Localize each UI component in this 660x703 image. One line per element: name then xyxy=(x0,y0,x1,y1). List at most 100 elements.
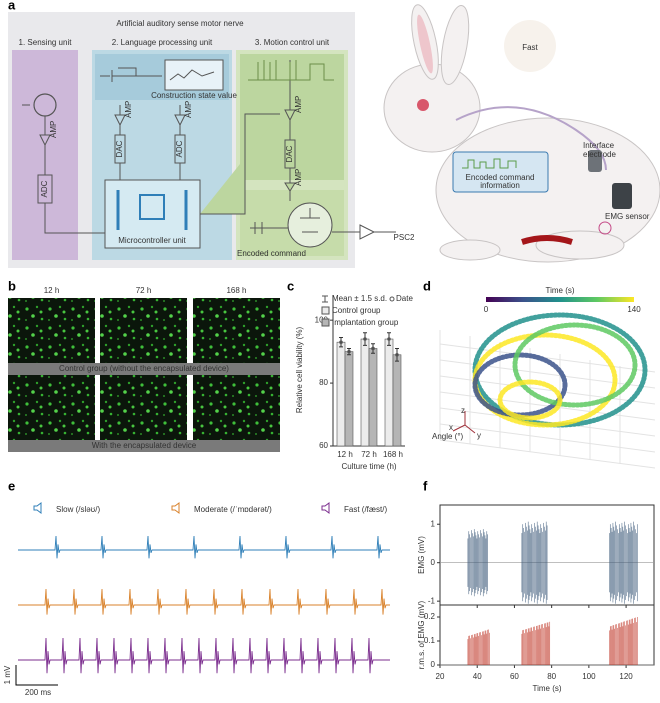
point-cloud xyxy=(512,322,638,408)
y-tick-label: 0.1 xyxy=(424,636,436,645)
x-tick-label: 40 xyxy=(473,672,482,681)
unit-title: 3. Motion control unit xyxy=(255,38,330,47)
row-band xyxy=(8,440,280,452)
waveform xyxy=(18,535,390,559)
fast-label: Fast xyxy=(522,43,538,52)
electrode-label: Interface xyxy=(583,141,615,150)
cell-image xyxy=(100,298,187,363)
axis-letter: z xyxy=(461,406,465,415)
scale-label: 1 mV xyxy=(3,665,12,684)
dac-label: DAC xyxy=(285,145,294,162)
y-label: Relative cell viability (%) xyxy=(295,327,304,414)
colorbar-tick: 140 xyxy=(627,305,641,314)
data-dot xyxy=(347,349,351,354)
word-label: Moderate (/ˈmɒdərət/) xyxy=(194,505,272,514)
time-label: 72 h xyxy=(136,286,152,295)
legend-text: Implantation group xyxy=(332,318,399,327)
waveform xyxy=(18,588,390,615)
z-label: Angle (°) xyxy=(432,432,464,441)
amp-label: AMP xyxy=(294,169,303,186)
bar xyxy=(360,338,370,447)
amp-label: AMP xyxy=(124,101,133,118)
processing-wiring xyxy=(114,105,186,180)
sensing-wiring xyxy=(22,104,105,234)
grid-3d xyxy=(439,423,656,453)
x-label: Culture time (h) xyxy=(341,462,396,471)
electrode-label: electrode xyxy=(583,150,616,159)
x-tick-label: 72 h xyxy=(361,450,377,459)
circuit xyxy=(100,67,215,82)
error-bar xyxy=(395,347,399,362)
cell-image xyxy=(8,375,95,440)
row-label: Control group (without the encapsulated … xyxy=(59,364,229,373)
cell-image xyxy=(193,298,280,363)
bar xyxy=(336,341,346,447)
y-label: EMG (mV) xyxy=(417,536,426,574)
speaker-icon xyxy=(321,502,330,514)
info-box xyxy=(452,151,549,193)
scatter-3d xyxy=(439,312,656,469)
bar xyxy=(392,354,402,447)
emg-burst xyxy=(609,617,638,665)
cell-images xyxy=(8,298,280,452)
data-dot xyxy=(371,346,375,351)
cell-image xyxy=(100,375,187,440)
mcu-arrows xyxy=(116,190,188,230)
cell-image xyxy=(8,298,95,363)
data-dot xyxy=(387,337,391,341)
legend-text: Mean ± 1.5 s.d. xyxy=(332,294,387,303)
mcu-label: Microcontroller unit xyxy=(118,236,186,245)
legend-text: Control group xyxy=(332,306,381,315)
y-tick-label: 1 xyxy=(431,519,436,528)
diagram-title: Artificial auditory sense motor nerve xyxy=(116,19,244,28)
y-tick-label: 80 xyxy=(319,378,328,387)
time-label: 168 h xyxy=(226,286,246,295)
output-wiring xyxy=(250,208,396,240)
error-bar xyxy=(347,347,351,356)
amp-label: AMP xyxy=(294,96,303,113)
axis-triad xyxy=(452,411,476,434)
panel-label: c xyxy=(287,278,294,293)
emg-burst xyxy=(521,521,548,604)
time-label: 12 h xyxy=(44,286,60,295)
row-label: With the encapsulated device xyxy=(92,441,197,450)
info-label: information xyxy=(480,181,520,190)
motion-wiring xyxy=(200,60,296,215)
x-tick-label: 60 xyxy=(510,672,519,681)
y-label: r.m.s. of EMG (mV) xyxy=(417,600,426,669)
emg-burst xyxy=(467,629,490,665)
bar xyxy=(368,348,378,447)
state-label: Construction state value xyxy=(151,91,237,100)
scale-label: 200 ms xyxy=(25,688,51,697)
x-tick-label: 100 xyxy=(582,672,596,681)
x-label: Time (s) xyxy=(532,684,561,693)
unit-title: 1. Sensing unit xyxy=(19,38,73,47)
y-tick-label: -1 xyxy=(428,596,436,605)
data-dot xyxy=(363,337,367,341)
psc-label: PSC2 xyxy=(394,233,415,242)
bar xyxy=(344,351,354,447)
emg-burst xyxy=(467,529,488,597)
grid-3d xyxy=(439,343,656,373)
word-label: Fast (/fæst/) xyxy=(344,505,387,514)
y-tick-label: 0.2 xyxy=(424,612,436,621)
y-tick-label: 60 xyxy=(319,441,328,450)
amp-label: AMP xyxy=(184,101,193,118)
encoded-label: Encoded command xyxy=(237,249,306,258)
pulse-train xyxy=(248,60,334,81)
grid-3d xyxy=(439,439,656,469)
emg-burst xyxy=(609,521,638,604)
y-tick-label: 0 xyxy=(431,558,436,567)
legend-text: Date xyxy=(396,294,413,303)
x-tick-label: 20 xyxy=(436,672,445,681)
y-tick-label: 0 xyxy=(431,660,436,669)
legend-symbol xyxy=(322,295,328,303)
mcu-box xyxy=(104,179,201,249)
error-bar xyxy=(363,332,367,346)
colorbar-tick: 0 xyxy=(484,305,489,314)
panel-label: e xyxy=(8,478,15,493)
panel-label: a xyxy=(8,0,16,12)
error-bar xyxy=(339,336,343,348)
panel-label: f xyxy=(423,478,428,493)
